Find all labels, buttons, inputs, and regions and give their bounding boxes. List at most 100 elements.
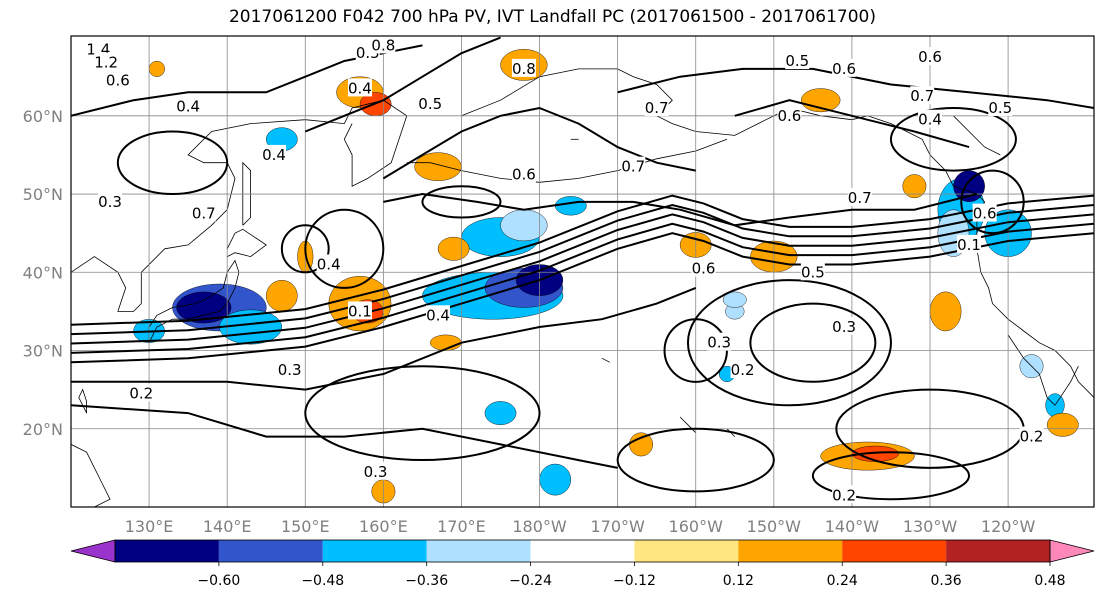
longitude-label: 130°W [903,517,958,536]
contour-label: 0.4 [176,97,200,115]
contour-label-bg [129,383,154,402]
contour-label: 0.8 [371,36,395,54]
contour-label-bg [1019,426,1044,445]
colorbar-frame [114,539,1051,563]
ivt-contours [71,36,1094,501]
contour-label-bg [910,86,935,105]
coastline-segment [679,416,696,433]
contour-ring [616,427,775,493]
contour-ring [889,106,1017,172]
pv-anomaly-patch [484,401,517,425]
contour-label: 0.4 [918,111,942,129]
colorbar-label: 0.12 [723,573,754,589]
contour-label: 0.7 [645,99,669,117]
contour-label-bg [363,461,388,480]
longitude-labels: 130°E 140°E 150°E 160°E 170°E 180°W 170°W 160°W… [125,517,1036,536]
contour-label: 0.3 [98,193,122,211]
coastline-segment [601,357,610,363]
colorbar-label: −0.36 [405,573,448,589]
pv-anomaly-patch [176,291,232,324]
contour-label: 0.4 [262,146,286,164]
contour-label-bg [94,52,119,71]
contour-label: 0.8 [512,60,536,78]
longitude-label: 180°W [512,517,567,536]
latitude-label: 20°N [23,420,63,439]
contour-label: 0.3 [832,318,856,336]
contour-label: 0.6 [106,72,130,90]
contour-ring [421,185,502,219]
contour-ring [686,279,892,407]
contour-line [304,36,501,133]
contour-label: 0.5 [785,52,809,70]
colorbar-segment [426,540,531,562]
longitude-label: 150°E [281,517,330,536]
longitude-label: 170°E [437,517,486,536]
contour-ring [280,224,330,274]
contour-label-bg [262,144,287,163]
longitude-label: 140°E [203,517,252,536]
contour-label-bg [316,254,341,273]
contour-label-bg [426,305,451,324]
pv-anomaly-patch [437,236,470,261]
contour-label-bg [691,258,716,277]
contour-label-bg [847,187,872,206]
colorbar-segment [322,540,427,562]
contour-label-bg [371,36,396,54]
contour-label-bg [800,262,825,281]
contour-label: 1.2 [94,54,118,72]
map-background [71,36,1094,507]
pv-anomaly-patch [539,463,572,496]
contour-label-bg [777,105,802,124]
contour-label: 0.6 [692,259,716,277]
contour-line [71,404,618,469]
contour-label: 0.4 [348,79,372,97]
colorbar-segment [218,540,323,562]
pv-anomaly-patch [629,432,653,457]
contour-label-bg [98,191,123,210]
colorbar-label: −0.60 [197,573,240,589]
contour-label: 0.5 [988,99,1012,117]
contour-ring [749,302,877,383]
contour-label-bg [176,96,201,115]
contour-line [71,232,1094,364]
contour-line [383,192,978,227]
contour-label: 0.6 [778,107,802,125]
contour-label: 0.1 [348,302,372,320]
contour-label-bg [191,203,216,222]
colorbar-segment [115,540,219,562]
pv-anomaly-patch [1047,412,1079,437]
colorbar-extend-low [70,539,116,563]
contour-label-bg [621,156,646,175]
coastline-segment [148,259,240,343]
contour-label: 0.3 [364,463,388,481]
contour-ring [811,451,971,501]
coastlines [71,68,1094,507]
contour-label-bg [972,203,997,222]
contour-label-bg [418,94,443,113]
contour-label: 0.7 [621,158,645,176]
contour-line [734,99,970,149]
contour-label: 0.2 [832,486,856,504]
pv-anomaly-patch [148,60,165,77]
contour-label-bg [988,97,1013,116]
contour-label-bg [347,78,372,97]
contour-label-bg [277,360,302,379]
contour-label: 0.7 [848,189,872,207]
contour-label-bg [730,360,755,379]
longitude-label: 130°E [125,517,174,536]
contour-line [71,194,1094,326]
contour-label: 0.6 [973,205,997,223]
latitude-label: 50°N [23,185,63,204]
contour-label: 0.2 [731,361,755,379]
contour-label-bg [511,58,536,77]
coastline-segment [78,388,87,414]
pv-anomaly-patch [265,279,298,312]
latitude-label: 60°N [23,107,63,126]
pv-anomaly-patch [414,152,462,181]
contour-line [71,203,1094,336]
coastline-segment [406,138,728,183]
map-title: 2017061200 F042 700 hPa PV, IVT Landfall… [228,7,876,27]
colorbar-segment [634,540,739,562]
longitude-label: 160°E [359,517,408,536]
contour-ring [116,130,229,196]
